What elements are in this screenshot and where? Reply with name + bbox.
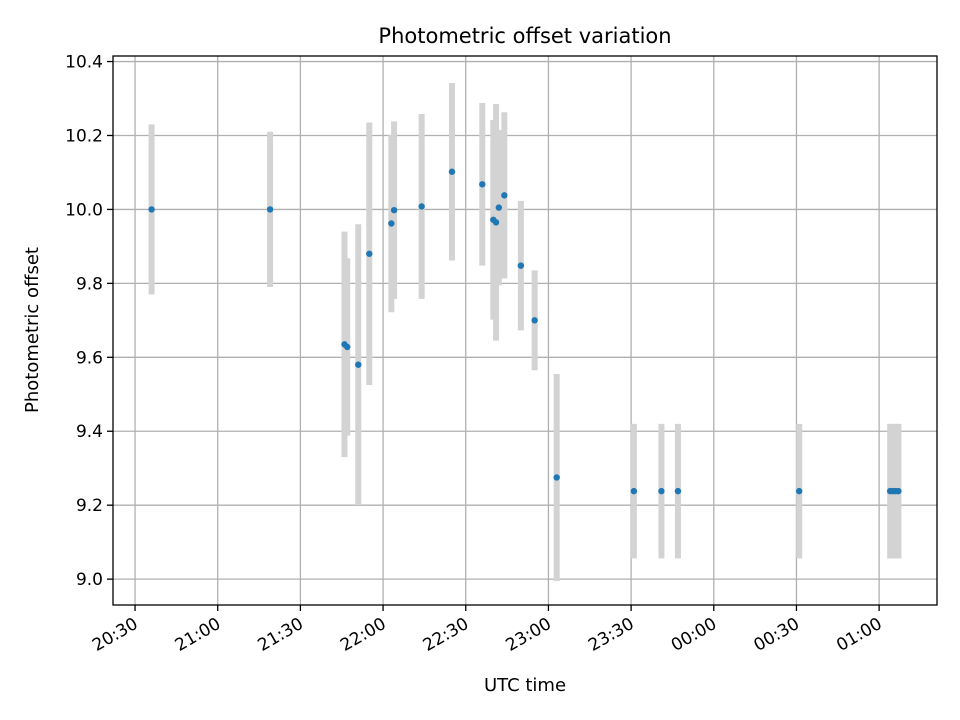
- data-point: [553, 474, 560, 481]
- plot-frame: [112, 55, 938, 606]
- y-tick-label: 10.0: [65, 200, 103, 220]
- y-tick-label: 9.8: [76, 274, 103, 294]
- data-point: [266, 206, 274, 213]
- y-tick-label: 9.4: [76, 422, 103, 442]
- chart-title: Photometric offset variation: [378, 24, 671, 48]
- data-point: [495, 204, 503, 211]
- data-point: [148, 206, 155, 213]
- data-point: [390, 206, 398, 214]
- data-point: [388, 220, 395, 227]
- data-point: [531, 317, 538, 324]
- data-point: [479, 181, 486, 188]
- data-point: [418, 203, 425, 210]
- data-point: [492, 219, 500, 226]
- data-point: [344, 343, 351, 351]
- data-points: [148, 168, 902, 495]
- data-point: [895, 487, 902, 495]
- y-tick-label: 9.2: [76, 496, 103, 516]
- y-tick-label: 10.2: [65, 126, 103, 146]
- data-point: [674, 487, 682, 495]
- data-point: [355, 361, 362, 368]
- y-tick-label: 9.0: [76, 570, 103, 590]
- y-tick-label: 10.4: [65, 53, 103, 73]
- data-point: [796, 487, 803, 495]
- y-axis-ticks: 9.0 9.2 9.4 9.6 9.8 10.0 10.2 10.4: [65, 53, 113, 590]
- data-point: [448, 168, 456, 175]
- data-point: [366, 250, 373, 257]
- data-point: [501, 192, 508, 199]
- data-point: [630, 487, 638, 495]
- grid-lines: [113, 56, 937, 605]
- data-point: [517, 262, 525, 269]
- data-point: [658, 487, 665, 495]
- y-tick-label: 9.6: [76, 348, 103, 368]
- x-axis-label: UTC time: [484, 675, 566, 696]
- y-axis-label: Photometric offset: [22, 247, 43, 413]
